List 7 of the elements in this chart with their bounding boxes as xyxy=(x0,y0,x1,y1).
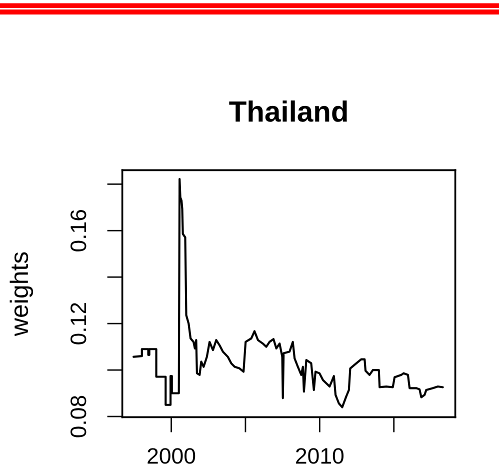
y-tick-label: 0.12 xyxy=(70,303,86,344)
x-tick-label: 2010 xyxy=(296,448,344,464)
y-axis-title: weights xyxy=(10,252,34,336)
x-tick-label: 2000 xyxy=(148,448,196,464)
chart-title: Thailand xyxy=(229,100,347,122)
y-tick-label: 0.08 xyxy=(70,396,86,438)
y-tick-label: 0.16 xyxy=(70,210,86,252)
